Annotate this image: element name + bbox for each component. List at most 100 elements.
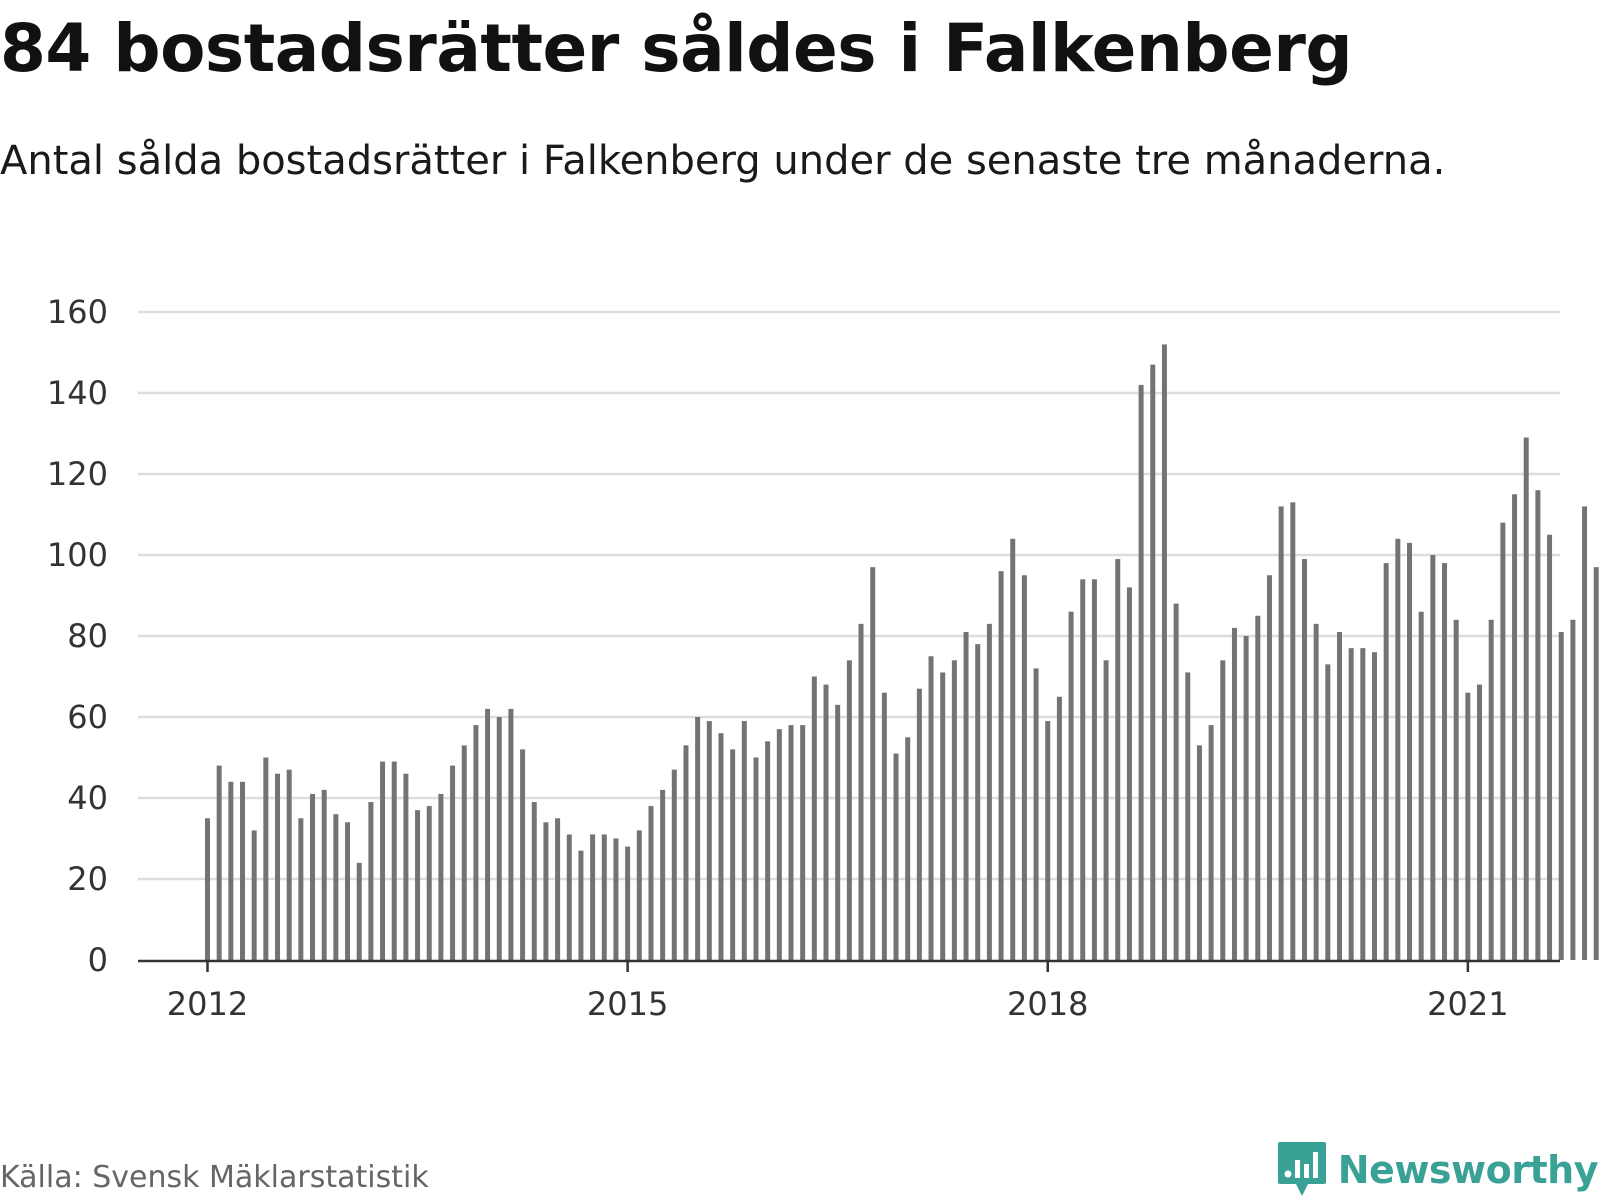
y-tick-label: 120: [47, 455, 108, 493]
bar: [1348, 648, 1354, 960]
y-tick-label: 60: [67, 698, 108, 736]
bar: [496, 717, 502, 960]
bar: [765, 741, 771, 960]
bar: [205, 818, 210, 960]
bar: [1150, 364, 1156, 960]
bar: [333, 814, 339, 960]
bar: [1558, 631, 1564, 960]
chart-title: 84 bostadsrätter såldes i Falkenberg: [0, 10, 1353, 87]
bar: [485, 708, 491, 960]
bar: [426, 806, 432, 960]
brand-logo: Newsworthy: [1276, 1140, 1599, 1200]
bar: [1372, 652, 1377, 960]
bar: [1442, 563, 1448, 960]
bar: [1173, 603, 1179, 960]
bar: [916, 688, 922, 960]
bar: [286, 769, 292, 960]
bar: [1220, 660, 1226, 960]
bar: [1582, 506, 1588, 960]
bar: [975, 644, 981, 960]
bar: [520, 749, 526, 960]
bar: [1080, 579, 1086, 960]
bar: [1068, 611, 1074, 960]
bar: [753, 757, 759, 960]
bar: [963, 631, 969, 960]
bar: [998, 571, 1004, 960]
bar: [625, 846, 631, 960]
bar: [356, 862, 362, 960]
x-tick-label: 2021: [1427, 985, 1508, 1023]
bar: [275, 773, 281, 960]
y-tick-label: 0: [88, 941, 108, 979]
bar: [1301, 559, 1307, 960]
bar: [450, 765, 456, 960]
bar: [345, 822, 351, 960]
bar: [776, 729, 782, 960]
bar: [951, 660, 957, 960]
x-tick-label: 2018: [1007, 985, 1088, 1023]
bar: [1535, 490, 1541, 960]
bar: [1395, 538, 1401, 960]
bar: [1547, 534, 1553, 960]
bar: [905, 737, 911, 960]
bar: [216, 765, 222, 960]
y-tick-label: 100: [47, 536, 108, 574]
bar: [846, 660, 852, 960]
bar: [800, 725, 806, 960]
bar: [240, 781, 246, 960]
bar: [811, 676, 817, 960]
bar: [940, 672, 946, 960]
bar: [578, 850, 584, 960]
bar: [590, 834, 596, 960]
bar: [228, 781, 234, 960]
bar: [566, 834, 572, 960]
bar: [788, 725, 794, 960]
bar: [1453, 619, 1459, 960]
bar: [648, 806, 654, 960]
bar: [1407, 542, 1413, 960]
bar: [415, 810, 421, 960]
bar: [1570, 619, 1576, 960]
bar: [1465, 692, 1471, 960]
bars: [205, 344, 1599, 960]
bar: [555, 818, 561, 960]
bar: [1325, 664, 1331, 960]
y-tick-label: 140: [47, 374, 108, 412]
bar: [1115, 559, 1121, 960]
bar: [660, 789, 666, 960]
bar: [473, 725, 479, 960]
bar: [636, 830, 642, 960]
y-tick-label: 160: [47, 293, 108, 331]
bar: [368, 802, 374, 960]
bar: [403, 773, 409, 960]
bar: [1091, 579, 1097, 960]
bar: [1208, 725, 1214, 960]
bar: [461, 745, 467, 960]
bar: [1196, 745, 1202, 960]
bar: [1243, 636, 1249, 960]
bar: [263, 757, 269, 960]
y-tick-label: 20: [67, 860, 108, 898]
bar: [683, 745, 689, 960]
bar: [1383, 563, 1389, 960]
y-axis-labels: 0 20 40 60 80 100 120 140 160: [47, 293, 108, 979]
bar: [1138, 384, 1144, 960]
bar: [298, 818, 304, 960]
bar: [1500, 522, 1506, 960]
bar: [1430, 555, 1436, 960]
bar: [881, 692, 887, 960]
bar: [1418, 611, 1424, 960]
x-axis: 20122015201820212023: [138, 959, 1560, 1023]
bar: [1523, 437, 1529, 960]
bar: [1290, 502, 1296, 960]
bar: [1056, 696, 1062, 960]
bar: [391, 761, 397, 960]
bar: [741, 721, 747, 960]
x-tick-label: 2012: [167, 985, 248, 1023]
bar: [531, 802, 537, 960]
bar: [1313, 623, 1319, 960]
newsworthy-logo-icon: [1277, 1142, 1326, 1196]
bar: [695, 717, 701, 960]
bar: [1185, 672, 1191, 960]
